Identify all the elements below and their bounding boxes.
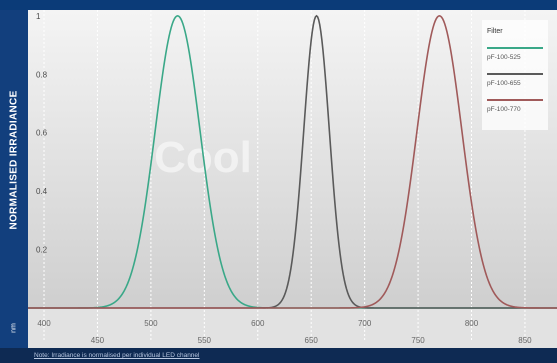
y-axis-label: NORMALISED IRRADIANCE bbox=[8, 90, 20, 230]
y-tick-label: 1 bbox=[36, 12, 41, 21]
x-tick-label: 400 bbox=[37, 319, 51, 328]
legend-title: Filter bbox=[487, 28, 503, 35]
x-tick-label: 750 bbox=[411, 336, 425, 345]
x-tick-label: 500 bbox=[144, 319, 158, 328]
y-tick-label: 0.6 bbox=[36, 129, 48, 138]
series-group bbox=[28, 14, 557, 309]
legend-entry: pF-100-525 bbox=[487, 54, 521, 61]
x-tick-label: 600 bbox=[251, 319, 265, 328]
plot-area bbox=[28, 10, 557, 308]
series-line-pF-100-770 bbox=[28, 15, 557, 309]
x-tick-label: 850 bbox=[518, 336, 532, 345]
x-tick-label: 650 bbox=[305, 336, 319, 345]
x-tick-label: 450 bbox=[91, 336, 105, 345]
y-tick-label: 0.8 bbox=[36, 70, 48, 79]
y-axis-banner bbox=[0, 10, 28, 308]
x-axis-unit-banner bbox=[0, 308, 28, 348]
grid-lines bbox=[43, 10, 526, 342]
bottom-strip bbox=[0, 348, 557, 363]
x-axis-unit: nm bbox=[10, 323, 18, 333]
x-tick-label: 550 bbox=[198, 336, 212, 345]
footnote-link[interactable]: Note: Irradiance is normalised per indiv… bbox=[34, 352, 200, 359]
y-tick-label: 0.4 bbox=[36, 187, 48, 196]
x-tick-label: 700 bbox=[358, 319, 372, 328]
legend-entry: pF-100-770 bbox=[487, 106, 521, 113]
y-tick-label: 0.2 bbox=[36, 246, 48, 255]
x-tick-labels: 400 500 600 700 800 450 550 650 750 850 bbox=[37, 319, 532, 345]
x-tick-label: 800 bbox=[465, 319, 479, 328]
legend-entry: pF-100-655 bbox=[487, 80, 521, 87]
x-axis-band bbox=[28, 308, 557, 348]
legend: Filter pF-100-525 pF-100-655 pF-100-770 bbox=[482, 20, 548, 130]
top-strip bbox=[0, 0, 557, 10]
y-tick-labels: 1 0.8 0.6 0.4 0.2 bbox=[36, 12, 48, 255]
